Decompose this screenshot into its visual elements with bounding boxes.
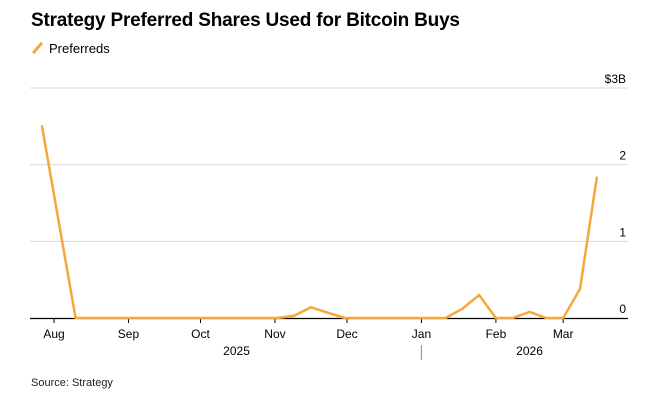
x-tick-label: Jan (412, 327, 431, 341)
y-tick-label: 0 (619, 302, 626, 316)
x-tick-label: Oct (191, 327, 210, 341)
chart-legend: Preferreds (31, 39, 110, 57)
series-line-preferreds (40, 125, 599, 320)
x-tick-label: Mar (553, 327, 574, 341)
x-tick-label: Dec (336, 327, 357, 341)
year-label: 2025 (223, 344, 250, 358)
x-tick-label: Sep (118, 327, 140, 341)
y-tick-label: $3B (605, 72, 626, 86)
source-note: Source: Strategy (31, 377, 113, 389)
chart-title: Strategy Preferred Shares Used for Bitco… (31, 10, 460, 31)
x-tick-label: Nov (264, 327, 285, 341)
y-tick-label: 2 (619, 149, 626, 163)
y-tick-label: 1 (619, 225, 626, 239)
year-label: 2026 (516, 344, 543, 358)
x-tick-label: Feb (486, 327, 507, 341)
legend-label: Preferreds (49, 40, 110, 56)
x-tick-label: Aug (43, 327, 64, 341)
